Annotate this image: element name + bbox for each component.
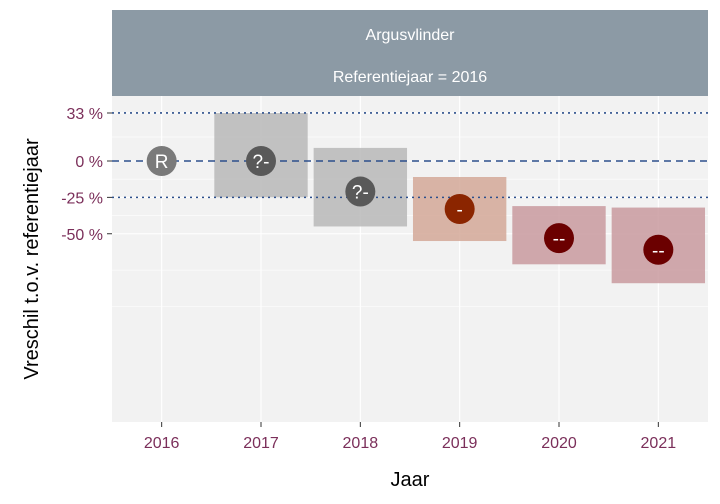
data-point [345, 176, 376, 207]
y-axis-title: Vreschil t.o.v. referentiejaar [21, 138, 43, 380]
x-axis: 2016 2017 2018 2019 2020 2021 [144, 422, 676, 452]
x-tick-label: 2016 [144, 435, 180, 452]
point-label: - [457, 200, 463, 221]
reference-lines [112, 112, 708, 199]
data-point [246, 146, 276, 176]
plot-panel [112, 96, 708, 422]
point-label: -- [553, 229, 566, 250]
data-point [444, 194, 475, 225]
y-tick-label: 0 % [75, 154, 103, 171]
strip-background [112, 10, 708, 96]
points: R ?-?------ [146, 146, 674, 265]
data-point [643, 234, 674, 265]
strip-title: Argusvlinder [366, 27, 456, 44]
x-tick-label: 2021 [641, 435, 677, 452]
x-tick-label: 2018 [343, 435, 379, 452]
point-label: -- [652, 241, 665, 262]
data-point [146, 146, 177, 176]
strip-subtitle: Referentiejaar = 2016 [333, 69, 487, 86]
x-axis-title: Jaar [391, 469, 430, 491]
data-point [544, 223, 574, 254]
x-tick-label: 2017 [243, 435, 279, 452]
y-axis: 33 % 0 % -25 % -50 % [61, 106, 112, 244]
y-tick-label: 33 % [67, 106, 103, 123]
point-label: R [155, 152, 169, 173]
x-tick-label: 2020 [541, 435, 577, 452]
point-label: ?- [352, 183, 369, 204]
y-tick-label: -50 % [61, 227, 103, 244]
point-label: ?- [253, 152, 270, 173]
x-tick-label: 2019 [442, 435, 478, 452]
y-tick-label: -25 % [61, 190, 103, 207]
